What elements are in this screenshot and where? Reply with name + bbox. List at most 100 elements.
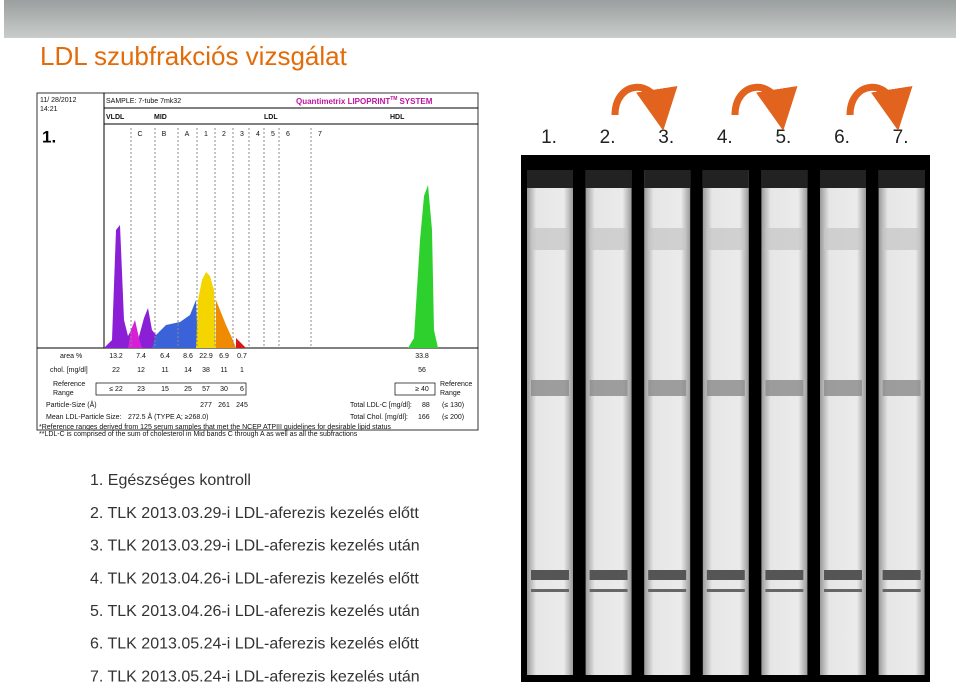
group-label: LDL — [264, 114, 278, 121]
band — [765, 589, 804, 592]
row-label: Mean LDL-Particle Size: — [46, 414, 122, 421]
ref-value: 15 — [161, 386, 169, 393]
lane-label: 5. — [775, 127, 791, 148]
band — [648, 228, 687, 250]
band — [531, 570, 569, 580]
ref-value: 25 — [184, 386, 192, 393]
area-value: 8.6 — [183, 353, 193, 360]
band — [706, 589, 745, 592]
brand-tm: TM — [390, 96, 397, 102]
band — [765, 380, 804, 396]
total-value: 88 — [422, 402, 430, 409]
area-value: 22.9 — [199, 353, 213, 360]
legend-item: 7. TLK 2013.05.24-i LDL-aferezis kezelés… — [90, 668, 420, 685]
chol-value: 22 — [112, 367, 120, 374]
peak-ldl1 — [196, 272, 216, 348]
legend-item: 4. TLK 2013.04.26-i LDL-aferezis kezelés… — [90, 570, 419, 587]
lane-label: 2. — [600, 127, 616, 148]
mean-value: 272.5 Å (TYPE A; ≥268.0) — [128, 412, 209, 421]
row-label: area % — [60, 353, 82, 360]
footnote: **LDL-C is comprised of the sum of chole… — [39, 431, 358, 438]
area-value: 0.7 — [237, 353, 247, 360]
size-value: 261 — [218, 402, 230, 409]
band — [824, 228, 862, 250]
row-label: Total LDL-C [mg/dl]: — [350, 402, 412, 409]
meniscus — [702, 170, 749, 188]
band — [531, 228, 569, 250]
row-label: Reference — [440, 381, 472, 388]
band — [531, 589, 569, 592]
band — [824, 589, 862, 592]
band — [824, 380, 862, 396]
report-brand: Quantimetrix LIPOPRINTTM SYSTEM — [296, 96, 433, 106]
report-sample: SAMPLE: 7-tube 7mk32 — [106, 98, 181, 105]
report-frame — [36, 92, 479, 431]
ref-value: ≥ 40 — [415, 386, 429, 393]
band — [882, 589, 921, 592]
area-value: 7.4 — [136, 353, 146, 360]
top-bar — [4, 0, 956, 38]
row-label: Range — [440, 390, 461, 397]
ref-value: 6 — [240, 386, 244, 393]
band — [706, 380, 745, 396]
ref-box — [95, 382, 247, 396]
band-label: 3 — [240, 131, 244, 138]
band — [706, 228, 745, 250]
meniscus — [761, 170, 808, 188]
ref-box — [394, 382, 436, 396]
chol-value: 38 — [202, 367, 210, 374]
meniscus — [585, 170, 632, 188]
band — [589, 228, 628, 250]
legend-item: 1. Egészséges kontroll — [90, 472, 251, 489]
band-label: 1 — [204, 131, 208, 138]
footnote: *Reference ranges derived from 125 serum… — [39, 424, 391, 431]
band-label: 5 — [271, 131, 275, 138]
band-label: 2 — [222, 131, 226, 138]
peak-ldl3 — [236, 338, 246, 348]
area-value: 13.2 — [109, 353, 123, 360]
band-label: 7 — [318, 131, 322, 138]
band — [648, 380, 687, 396]
band — [648, 570, 687, 580]
peak-mid-b — [152, 300, 198, 348]
meniscus — [527, 170, 573, 188]
area-value: 6.4 — [160, 353, 170, 360]
band — [824, 570, 862, 580]
peak-ldl2 — [216, 300, 236, 348]
row-label: Range — [53, 390, 74, 397]
lane-label: 3. — [658, 127, 674, 148]
band — [589, 380, 628, 396]
meniscus — [644, 170, 691, 188]
peak-vldl — [104, 225, 160, 348]
brand-suffix: SYSTEM — [399, 97, 432, 106]
chol-value: 1 — [240, 367, 244, 374]
ref-value: ≤ 22 — [109, 386, 123, 393]
band — [765, 570, 804, 580]
row-label: chol. [mg/dl] — [50, 367, 88, 374]
lane-label: 6. — [834, 127, 850, 148]
lane-label: 4. — [717, 127, 733, 148]
band — [882, 228, 921, 250]
brand: Quantimetrix LIPOPRINT — [296, 97, 390, 106]
band-label: B — [162, 131, 167, 138]
legend-item: 6. TLK 2013.05.24-i LDL-aferezis kezelés… — [90, 636, 419, 653]
legend-item: 5. TLK 2013.04.26-i LDL-aferezis kezelés… — [90, 603, 420, 620]
group-label: MID — [154, 114, 167, 121]
area-value: 6.9 — [219, 353, 229, 360]
chol-value: 14 — [184, 367, 192, 374]
band — [882, 570, 921, 580]
size-value: 277 — [200, 402, 212, 409]
area-value: 33.8 — [415, 353, 429, 360]
peaks — [104, 185, 438, 348]
arrow — [611, 83, 678, 131]
legend-item: 2. TLK 2013.03.29-i LDL-aferezis kezelés… — [90, 505, 419, 522]
band — [882, 380, 921, 396]
meniscus — [878, 170, 925, 188]
band-label: 6 — [286, 131, 290, 138]
ref-value: 57 — [202, 386, 210, 393]
row-label: Reference — [53, 381, 85, 388]
band — [531, 380, 569, 396]
ref-value: 30 — [220, 386, 228, 393]
